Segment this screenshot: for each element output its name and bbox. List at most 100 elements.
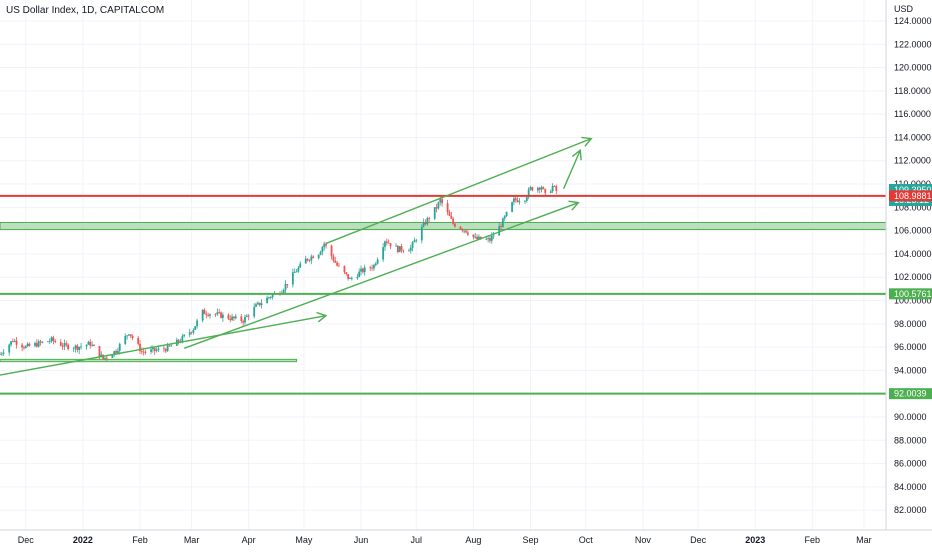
green-level-2-value: 92.0039 xyxy=(894,389,927,399)
candle-body xyxy=(476,236,478,239)
candle-body xyxy=(203,309,206,315)
candle xyxy=(286,284,289,288)
candle-body xyxy=(463,230,466,232)
candle-body xyxy=(343,265,346,273)
candle-body xyxy=(420,226,423,241)
candle-body xyxy=(115,351,117,353)
candle-body xyxy=(511,202,513,212)
candle xyxy=(216,308,219,316)
candle xyxy=(196,318,198,329)
candle-body xyxy=(221,314,224,318)
candle xyxy=(435,203,438,213)
candle-body xyxy=(65,343,68,345)
candle xyxy=(268,296,270,300)
candle xyxy=(11,338,14,343)
candle xyxy=(284,280,287,294)
price-axis[interactable]: 82.0000 84.0000 86.0000 88.0000 90.0000 92.00… xyxy=(894,16,932,515)
candle xyxy=(321,245,324,256)
candle-body xyxy=(126,335,128,337)
candle-body xyxy=(170,345,173,347)
trendline xyxy=(183,200,580,349)
trendlines[interactable] xyxy=(0,136,593,376)
candle xyxy=(360,265,362,276)
x-tick-label: Jul xyxy=(411,535,423,545)
y-tick-label: 108.0000 xyxy=(894,202,932,212)
candle-body xyxy=(492,235,495,237)
candle-body xyxy=(8,344,11,353)
candle xyxy=(524,200,526,204)
y-tick-label: 100.0000 xyxy=(894,296,932,306)
y-tick-label: 106.0000 xyxy=(894,226,932,236)
time-axis-bg xyxy=(0,530,932,550)
candle-body xyxy=(448,212,451,216)
candle-body xyxy=(319,251,322,255)
candle-body xyxy=(269,297,272,298)
candle-body xyxy=(536,187,539,191)
candle-body xyxy=(48,341,51,342)
candle-body xyxy=(15,340,18,345)
candle xyxy=(503,215,506,222)
candle xyxy=(247,314,250,321)
candle xyxy=(85,344,88,350)
candle-body xyxy=(472,234,475,238)
green-level-1-value: 100.5761 xyxy=(894,289,932,299)
candle-body xyxy=(450,215,453,219)
x-tick-label: Oct xyxy=(579,535,594,545)
candle-body xyxy=(400,246,403,251)
candle xyxy=(463,230,466,234)
candles xyxy=(0,183,558,362)
candle-body xyxy=(28,343,31,346)
candle xyxy=(164,347,167,354)
candle xyxy=(293,268,296,273)
candle xyxy=(194,326,197,331)
x-tick-label: Mar xyxy=(856,535,872,545)
candle-body xyxy=(52,337,55,341)
y-tick-label: 96.0000 xyxy=(894,342,927,352)
time-axis[interactable]: Dec 2022 Feb Mar Apr May Jun Jul Aug Sep Oct Nov Dec… xyxy=(18,535,872,545)
candle-body xyxy=(245,315,248,317)
candle xyxy=(345,271,348,276)
candle-body xyxy=(247,315,250,317)
candle xyxy=(428,216,431,223)
candle xyxy=(413,237,416,243)
candle-body xyxy=(361,268,364,273)
candle xyxy=(242,319,245,326)
candle-body xyxy=(304,258,307,264)
candle xyxy=(59,339,62,347)
candle xyxy=(28,342,31,347)
candle-body xyxy=(454,223,456,227)
candle-body xyxy=(216,312,219,315)
candle-body xyxy=(190,332,193,334)
candle-body xyxy=(194,326,197,330)
candle-body xyxy=(466,232,469,235)
candle-body xyxy=(67,344,70,350)
candle-body xyxy=(240,316,243,321)
candle xyxy=(203,308,206,315)
candle xyxy=(330,244,333,260)
candle-body xyxy=(54,340,57,343)
candle-body xyxy=(553,185,556,187)
candle xyxy=(266,295,268,304)
candle-body xyxy=(37,341,40,347)
x-tick-label: 2022 xyxy=(73,535,93,545)
candle xyxy=(153,347,156,355)
x-tick-label: Jun xyxy=(354,535,369,545)
candle xyxy=(500,223,502,232)
y-tick-label: 84.0000 xyxy=(894,482,927,492)
candle-body xyxy=(137,337,140,344)
candle-body xyxy=(46,341,49,343)
candle-body xyxy=(310,256,313,261)
candle-body xyxy=(116,350,119,353)
candle xyxy=(323,241,326,251)
candle xyxy=(398,246,401,253)
green-level-tag-2-bg xyxy=(889,388,932,400)
candle xyxy=(41,341,44,344)
candle xyxy=(74,344,77,353)
candle xyxy=(306,258,309,262)
candle-body xyxy=(501,218,504,228)
candle-body xyxy=(518,201,521,203)
arrow-head xyxy=(571,148,582,161)
candle-body xyxy=(373,265,375,269)
